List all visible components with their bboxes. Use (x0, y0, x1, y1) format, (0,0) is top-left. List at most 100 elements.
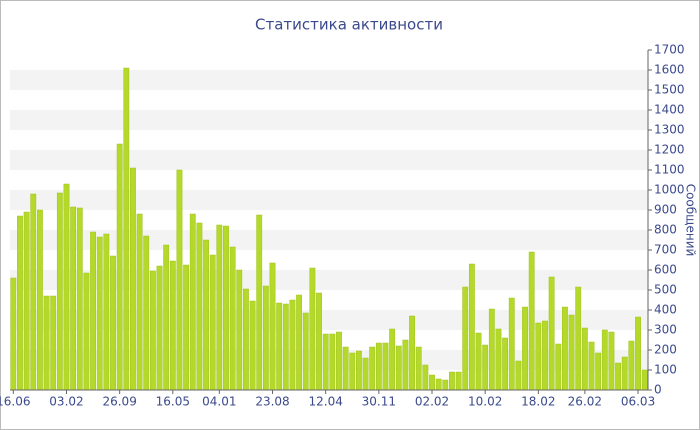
bar (449, 371, 455, 391)
x-tick-label: 04.01 (202, 395, 236, 409)
bar (621, 356, 628, 391)
y-tick-label: 1000 (654, 183, 685, 197)
bar (429, 374, 435, 391)
grid-band (10, 110, 648, 130)
bar (502, 337, 509, 391)
bar (515, 360, 522, 391)
bar (130, 167, 136, 391)
bar (123, 67, 130, 391)
bar (608, 331, 615, 391)
bar (435, 378, 442, 391)
y-axis-label: Сообщений (684, 184, 698, 257)
bar (575, 286, 582, 391)
bar (468, 263, 475, 391)
bar (362, 357, 369, 391)
y-tick-label: 700 (654, 243, 677, 257)
bar (56, 192, 63, 391)
bar (535, 322, 542, 391)
bar (289, 299, 296, 391)
bar (309, 267, 316, 391)
bar (355, 350, 362, 391)
y-tick-label: 500 (654, 283, 677, 297)
bar (96, 236, 103, 391)
bar (548, 276, 555, 391)
bar (542, 320, 548, 391)
bar (156, 265, 163, 391)
bar (455, 371, 462, 391)
bar (189, 213, 196, 391)
bar (475, 332, 482, 391)
bar (601, 329, 608, 391)
bar (409, 315, 415, 391)
y-tick-label: 1400 (654, 103, 685, 117)
y-tick-label: 1700 (654, 43, 685, 57)
y-tick-label: 600 (654, 263, 677, 277)
bar (103, 233, 110, 391)
y-tick-label: 200 (654, 343, 677, 357)
bar (555, 343, 562, 391)
bar (256, 214, 263, 391)
chart-title: Статистика активности (255, 16, 443, 34)
bar (90, 231, 96, 391)
bar (83, 272, 90, 391)
bar (495, 328, 502, 391)
bar (243, 288, 249, 391)
bar (562, 306, 568, 391)
bar (216, 224, 223, 391)
bar (176, 169, 183, 391)
bar (23, 211, 30, 391)
bar (30, 193, 37, 391)
bar (229, 246, 236, 391)
y-tick-label: 400 (654, 303, 677, 317)
x-tick-label: 02.02 (415, 395, 449, 409)
bar (628, 340, 635, 391)
x-tick-label: 16.05 (156, 395, 190, 409)
bar (223, 225, 229, 391)
y-tick-label: 800 (654, 223, 677, 237)
bar (196, 222, 203, 391)
y-tick-label: 1600 (654, 63, 685, 77)
bar (116, 143, 123, 391)
bar (395, 345, 402, 391)
y-tick-label: 300 (654, 323, 677, 337)
bar (70, 206, 77, 391)
y-tick-label: 1300 (654, 123, 685, 137)
y-tick-label: 1100 (654, 163, 685, 177)
x-tick-label: 16.06 (0, 395, 31, 409)
bar (522, 306, 528, 391)
x-tick-label: 30.11 (362, 395, 396, 409)
bar (203, 239, 209, 391)
bar (169, 260, 176, 391)
bar (316, 292, 322, 391)
grid-band (10, 230, 648, 250)
x-tick-label: 18.02 (521, 395, 555, 409)
bar (415, 346, 422, 391)
y-tick-label: 1200 (654, 143, 685, 157)
bar (17, 215, 23, 391)
bar (568, 314, 575, 391)
y-tick-label: 100 (654, 363, 677, 377)
bar (508, 297, 515, 391)
bar (183, 264, 190, 391)
bar (422, 364, 429, 391)
x-tick-label: 12.04 (308, 395, 342, 409)
bar (276, 302, 283, 391)
bar (149, 270, 156, 391)
bar (528, 251, 535, 391)
grid-band (10, 70, 648, 90)
bar (209, 254, 216, 391)
bar (442, 379, 449, 391)
bar (482, 344, 489, 391)
bar (375, 342, 382, 391)
y-tick-label: 1500 (654, 83, 685, 97)
bar (282, 303, 289, 391)
bar (349, 352, 356, 391)
bar (36, 209, 43, 391)
y-tick-label: 900 (654, 203, 677, 217)
bar (43, 295, 50, 391)
bar (402, 339, 409, 391)
bar (322, 333, 329, 391)
x-tick-label: 26.02 (568, 395, 602, 409)
bar (136, 213, 143, 391)
bar (389, 328, 396, 391)
